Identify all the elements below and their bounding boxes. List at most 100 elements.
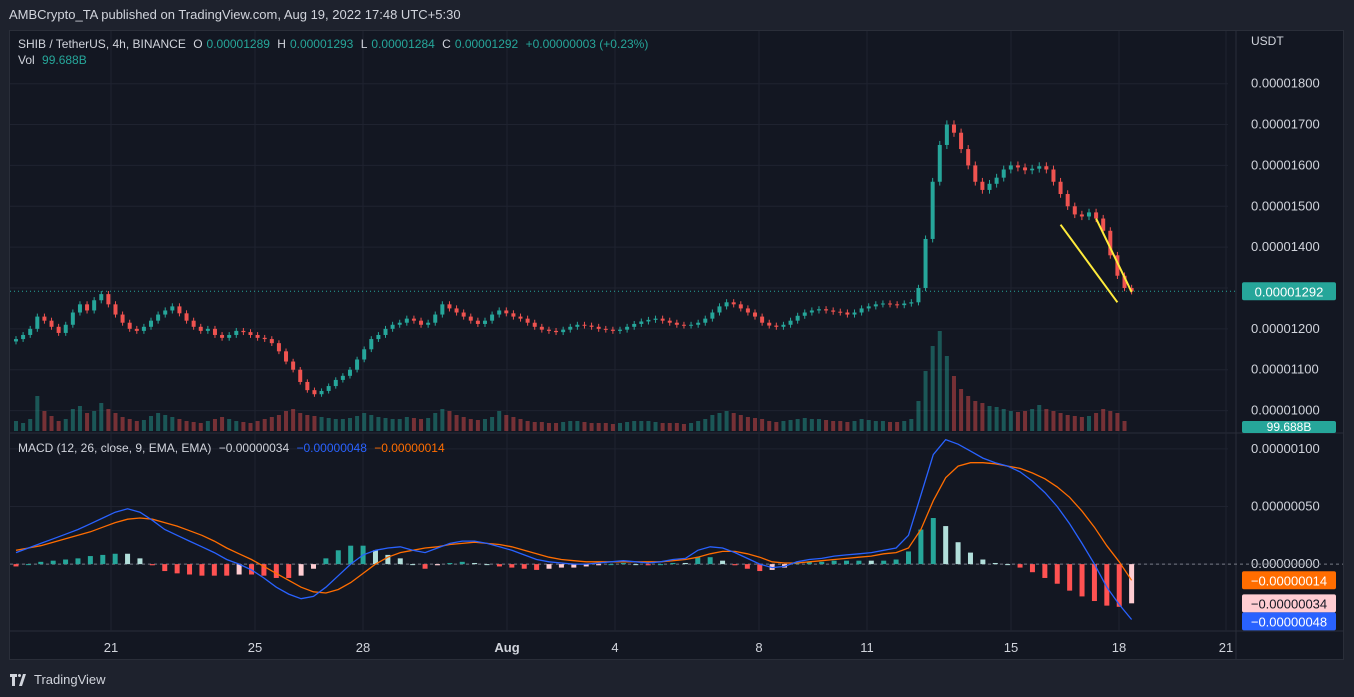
candle-body <box>738 304 743 309</box>
macd-tick-label: 0.00000100 <box>1251 441 1320 456</box>
macd-histogram-bar <box>434 564 440 566</box>
volume-bar <box>461 417 466 431</box>
candle-body <box>596 326 601 329</box>
candle-body <box>618 329 622 331</box>
volume-bar <box>333 419 338 431</box>
volume-bar <box>937 331 942 431</box>
macd-histogram-bar <box>658 564 664 566</box>
candle-body <box>575 324 580 327</box>
candle-body <box>63 324 68 333</box>
volume-bar <box>738 415 743 431</box>
candle-body <box>312 390 317 395</box>
volume-bar <box>824 420 829 431</box>
candle-body <box>390 324 395 329</box>
candle-body <box>490 314 495 321</box>
candle-body <box>1008 165 1013 170</box>
volume-bar <box>980 403 985 431</box>
chart-svg[interactable]: USDT 0.00001800 0.00001700 0.00001600 0.0000… <box>10 31 1343 659</box>
volume-bar <box>831 421 836 431</box>
volume-bar <box>241 422 246 431</box>
volume-bar <box>1108 411 1113 431</box>
candle-body <box>852 312 857 315</box>
volume-bar <box>767 421 772 431</box>
time-tick-label: 11 <box>860 640 874 655</box>
macd-title[interactable]: MACD (12, 26, close, 9, EMA, EMA) <box>18 441 212 455</box>
candle-body <box>14 339 18 342</box>
candle-body <box>1122 275 1127 288</box>
volume-bar <box>689 423 694 431</box>
candle-body <box>916 287 921 303</box>
macd-histogram-bar <box>298 564 304 576</box>
candle-body <box>1115 255 1120 276</box>
candle-body <box>646 319 651 322</box>
candle-body <box>653 318 658 320</box>
candle-body <box>504 310 509 314</box>
macd-histogram-bar <box>323 558 329 565</box>
volume-bar <box>1051 411 1056 431</box>
volume-bar <box>77 406 82 431</box>
volume-bar <box>902 421 907 431</box>
volume-bar <box>234 421 239 431</box>
volume-bar <box>92 411 97 431</box>
macd-histogram-bar <box>75 558 81 565</box>
macd-histogram-bar <box>546 564 552 569</box>
macd-histogram-bar <box>261 564 267 576</box>
macd-histogram-bar <box>112 553 118 565</box>
footer-bar <box>0 662 1354 697</box>
macd-histogram-bar <box>372 550 378 565</box>
last-price-badge <box>1242 282 1336 301</box>
volume-bar <box>298 413 303 431</box>
candle-body <box>944 124 949 145</box>
candle-body <box>717 306 722 313</box>
macd-histogram-bar <box>757 564 763 572</box>
candle-body <box>177 306 182 314</box>
macd-histogram-bar <box>137 558 143 565</box>
candle-body <box>1129 287 1134 292</box>
volume-bar <box>880 421 885 431</box>
macd-histogram-bar <box>868 560 874 565</box>
symbol-label[interactable]: SHIB / TetherUS, 4h, BINANCE <box>18 37 186 51</box>
candle-body <box>1108 230 1113 256</box>
chart-frame[interactable]: USDT 0.00001800 0.00001700 0.00001600 0.0000… <box>9 30 1344 660</box>
candle-body <box>333 379 338 387</box>
volume-bar <box>674 423 679 431</box>
volume-bar <box>788 420 793 431</box>
volume-bar <box>802 418 807 431</box>
candle-body <box>419 320 424 325</box>
volume-bar <box>511 417 516 431</box>
candle-body <box>447 304 452 309</box>
candle-body <box>1086 212 1091 217</box>
price-tick-label: 0.00001800 <box>1251 76 1320 91</box>
volume-bar <box>42 411 47 431</box>
candle-body <box>85 304 90 311</box>
candle-body <box>475 320 480 324</box>
candle-body <box>880 303 885 305</box>
macd-histogram-bar <box>844 560 850 565</box>
macd-signal-value: −0.00000014 <box>374 441 445 455</box>
candle-body <box>909 302 914 304</box>
trend-line-upper <box>1095 218 1133 293</box>
candle-body <box>1079 214 1084 217</box>
volume-bar <box>319 417 324 431</box>
macd-histogram-bar <box>410 564 416 566</box>
macd-histogram-bar <box>707 557 713 565</box>
candle-body <box>951 124 956 133</box>
candle-body <box>298 369 303 382</box>
macd-histogram-bar <box>174 564 180 574</box>
vol-label[interactable]: Vol <box>18 53 35 67</box>
candle-body <box>1051 169 1056 182</box>
macd-histogram-bar <box>162 564 168 572</box>
volume-bar <box>127 419 132 431</box>
volume-bar <box>646 421 651 431</box>
candle-body <box>859 308 864 313</box>
tradingview-brand[interactable]: TradingView <box>10 672 106 687</box>
macd-hist-value: −0.00000034 <box>218 441 290 455</box>
high-value: 0.00001293 <box>289 37 354 51</box>
macd-histogram-bar <box>670 562 676 565</box>
candle-body <box>966 149 971 166</box>
volume-bar <box>944 356 949 431</box>
macd-histogram-bar <box>558 564 564 568</box>
volume-bar <box>1015 412 1020 431</box>
price-legend: SHIB / TetherUS, 4h, BINANCE O 0.00001289… <box>18 37 652 51</box>
volume-bar <box>149 416 154 431</box>
